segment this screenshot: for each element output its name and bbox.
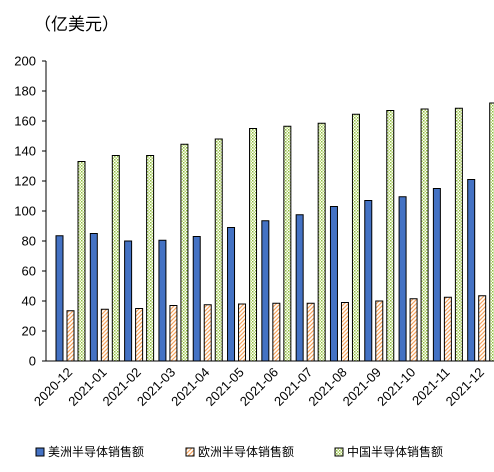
bar-3-2021-04	[214, 138, 223, 362]
y-tick-label: 180	[14, 84, 36, 99]
bar-2-2021-11	[443, 296, 452, 362]
y-tick-label: 20	[22, 324, 36, 339]
bar-3-2021-09	[386, 110, 395, 362]
bar-2-2021-01	[100, 308, 109, 362]
unit-label: （亿美元）	[34, 15, 119, 35]
bar-3-2021-12	[489, 102, 494, 362]
y-tick-label: 60	[22, 264, 36, 279]
legend-label-3: 中国半导体销售额	[347, 444, 443, 459]
bar-3-2020-12	[77, 161, 86, 362]
x-axis: 2020-122021-012021-022021-032021-042021-…	[31, 360, 492, 409]
bar-1-2020-12	[55, 235, 64, 362]
bar-1-2021-11	[432, 188, 441, 362]
legend-swatch-2	[185, 447, 195, 457]
bar-1-2021-03	[158, 239, 167, 362]
bar-1-2021-02	[124, 240, 133, 362]
bar-3-2021-01	[111, 155, 120, 362]
bar-3-2021-02	[146, 155, 155, 362]
bar-2-2021-09	[375, 300, 384, 362]
bars	[55, 102, 494, 362]
legend-label-2: 欧洲半导体销售额	[198, 444, 294, 459]
y-tick-label: 0	[29, 354, 36, 369]
bar-3-2021-07	[317, 122, 326, 362]
bar-2-2021-04	[203, 304, 212, 362]
y-tick-label: 160	[14, 114, 36, 129]
bar-2-2021-03	[169, 305, 178, 362]
bar-2-2021-08	[340, 302, 349, 362]
x-tick-label: 2021-12	[443, 365, 487, 409]
legend: 美洲半导体销售额 欧洲半导体销售额 中国半导体销售额	[35, 444, 443, 459]
y-tick-label: 40	[22, 294, 36, 309]
bar-1-2021-04	[192, 236, 201, 362]
y-tick-label: 140	[14, 144, 36, 159]
bar-2-2021-06	[272, 302, 281, 362]
bar-1-2021-06	[261, 220, 270, 362]
y-axis: 0 20 40 60 80 100 120 140 160 180 200	[14, 54, 47, 369]
bar-1-2021-05	[227, 227, 236, 362]
x-tick-label: 2021-10	[374, 365, 418, 409]
bar-1-2021-01	[89, 233, 98, 362]
bar-1-2021-10	[398, 196, 407, 362]
y-tick-label: 100	[14, 204, 36, 219]
y-tick-label: 80	[22, 234, 36, 249]
legend-swatch-3	[334, 447, 344, 457]
bar-3-2021-05	[249, 128, 258, 362]
bar-1-2021-07	[295, 214, 304, 362]
bar-3-2021-03	[180, 143, 189, 362]
bar-1-2021-09	[364, 200, 373, 362]
bar-2-2021-12	[478, 295, 487, 362]
bar-3-2021-06	[283, 125, 292, 362]
bar-2-2021-02	[135, 308, 144, 362]
bar-2-2021-10	[409, 298, 418, 362]
bar-3-2021-11	[454, 107, 463, 362]
y-tick-label: 120	[14, 174, 36, 189]
legend-label-1: 美洲半导体销售额	[48, 444, 144, 459]
bar-1-2021-08	[329, 206, 338, 362]
bar-3-2021-08	[351, 113, 360, 362]
bar-3-2021-10	[420, 108, 429, 362]
bar-2-2021-05	[238, 303, 247, 362]
y-tick-label: 200	[14, 54, 36, 69]
bar-2-2021-07	[306, 302, 315, 362]
bar-1-2021-12	[467, 179, 476, 362]
bar-2-2020-12	[66, 310, 75, 362]
legend-swatch-1	[35, 447, 45, 457]
